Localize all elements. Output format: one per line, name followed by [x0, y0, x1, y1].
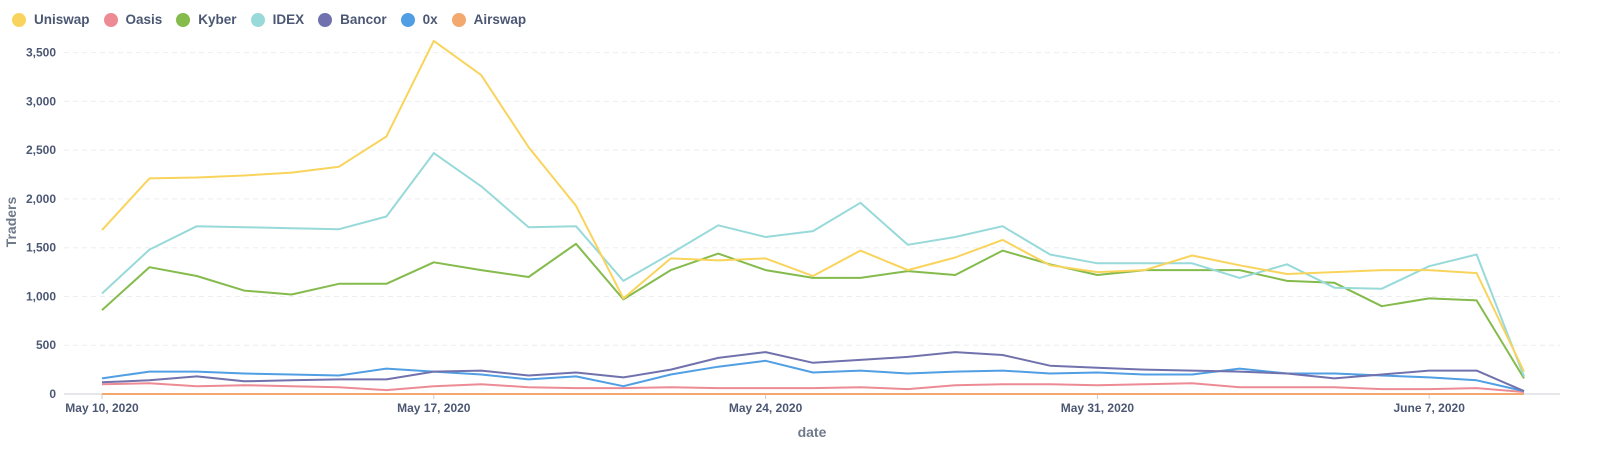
legend-label: IDEX: [272, 12, 305, 27]
y-axis-title: Traders: [3, 196, 19, 247]
x-axis-title: date: [798, 424, 827, 440]
legend-label: Bancor: [340, 12, 387, 27]
series-line-oasis[interactable]: [101, 382, 1525, 393]
y-tick-label: 2,000: [26, 192, 56, 206]
y-tick-label: 500: [36, 338, 56, 352]
legend-dot-icon: [103, 12, 118, 27]
legend-label: Airswap: [473, 12, 527, 27]
legend-label: Uniswap: [34, 12, 90, 27]
y-tick-label: 3,500: [26, 46, 56, 60]
gridlines: [64, 52, 1560, 346]
x-tick-label: May 24, 2020: [729, 401, 803, 415]
legend-item-idex[interactable]: IDEX: [250, 12, 305, 27]
legend-dot-icon: [318, 12, 333, 27]
legend-item-airswap[interactable]: Airswap: [451, 12, 527, 27]
y-tick-label: 2,500: [26, 143, 56, 157]
x-tick-label: May 10, 2020: [65, 401, 139, 415]
legend-dot-icon: [451, 12, 466, 27]
series-lines: [101, 39, 1525, 395]
x-tick-label: May 17, 2020: [397, 401, 471, 415]
legend-dot-icon: [250, 12, 265, 27]
legend-dot-icon: [176, 12, 191, 27]
legend-item-kyber[interactable]: Kyber: [176, 12, 237, 27]
legend-label: Kyber: [198, 12, 237, 27]
legend-item-0x[interactable]: 0x: [400, 12, 438, 27]
x-tick-label: June 7, 2020: [1394, 401, 1466, 415]
legend-label: 0x: [422, 12, 438, 27]
legend-item-uniswap[interactable]: Uniswap: [12, 12, 90, 27]
legend-item-bancor[interactable]: Bancor: [318, 12, 387, 27]
legend-label: Oasis: [125, 12, 163, 27]
y-tick-label: 1,500: [26, 241, 56, 255]
legend-dot-icon: [12, 12, 26, 27]
chart-legend: Uniswap Oasis Kyber IDEX Bancor 0x Airswap: [12, 12, 526, 27]
series-line-kyber[interactable]: [101, 242, 1525, 379]
y-tick-label: 1,000: [26, 289, 56, 303]
series-line-bancor[interactable]: [101, 351, 1525, 393]
y-tick-label: 0: [49, 387, 56, 401]
legend-item-oasis[interactable]: Oasis: [103, 12, 163, 27]
series-line-uniswap[interactable]: [101, 39, 1525, 373]
legend-dot-icon: [400, 12, 415, 27]
x-tick-label: May 31, 2020: [1061, 401, 1135, 415]
series-line-idex[interactable]: [101, 152, 1525, 377]
y-tick-label: 3,000: [26, 94, 56, 108]
